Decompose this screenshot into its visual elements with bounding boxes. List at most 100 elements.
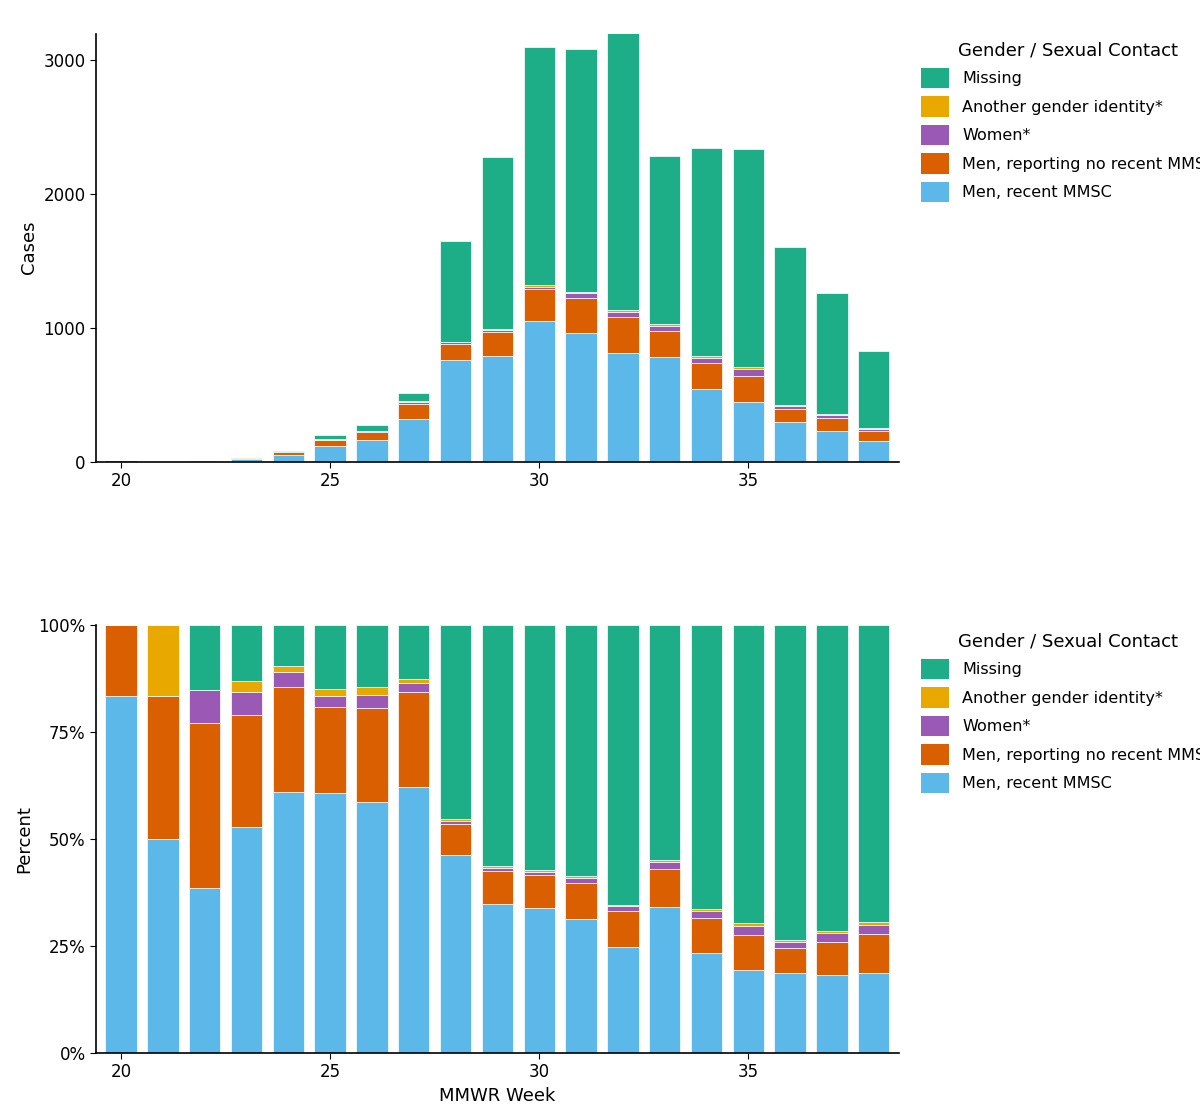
Bar <box>649 862 680 869</box>
Bar <box>356 432 388 440</box>
Bar <box>565 920 596 1053</box>
Bar <box>858 429 889 431</box>
Bar <box>732 375 764 402</box>
Bar <box>565 298 596 334</box>
Bar <box>816 974 847 1053</box>
Bar <box>774 407 805 409</box>
Bar <box>607 317 638 354</box>
Bar <box>481 328 514 330</box>
Bar <box>398 683 430 692</box>
Bar <box>272 688 304 792</box>
Bar <box>190 690 221 724</box>
Bar <box>691 953 722 1053</box>
Bar <box>649 625 680 860</box>
Bar <box>565 49 596 291</box>
Bar <box>272 666 304 672</box>
Legend: Missing, Another gender identity*, Women*, Men, reporting no recent MMSC, Men, r: Missing, Another gender identity*, Women… <box>920 41 1200 202</box>
Bar <box>523 870 554 872</box>
Bar <box>607 354 638 461</box>
Bar <box>314 793 346 1053</box>
Bar <box>774 246 805 405</box>
Bar <box>398 625 430 679</box>
Bar <box>732 926 764 935</box>
Bar <box>148 696 179 839</box>
Bar <box>607 948 638 1053</box>
Bar <box>481 157 514 328</box>
Bar <box>774 942 805 948</box>
Bar <box>440 625 472 820</box>
Bar <box>774 625 805 940</box>
Bar <box>732 370 764 375</box>
Bar <box>649 330 680 357</box>
Bar <box>481 868 514 870</box>
Bar <box>106 460 137 461</box>
Bar <box>565 625 596 876</box>
Bar <box>440 361 472 461</box>
Bar <box>398 692 430 787</box>
Bar <box>523 625 554 870</box>
Bar <box>314 436 346 439</box>
Bar <box>816 625 847 931</box>
Bar <box>272 452 304 455</box>
Legend: Missing, Another gender identity*, Women*, Men, reporting no recent MMSC, Men, r: Missing, Another gender identity*, Women… <box>920 633 1200 793</box>
Bar <box>565 293 596 298</box>
Bar <box>314 625 346 690</box>
Bar <box>356 625 388 688</box>
Bar <box>607 310 638 311</box>
Bar <box>858 934 889 972</box>
Y-axis label: Percent: Percent <box>14 805 32 872</box>
Bar <box>607 311 638 317</box>
Bar <box>398 679 430 683</box>
Bar <box>481 866 514 868</box>
Bar <box>398 419 430 461</box>
Bar <box>230 692 263 715</box>
Bar <box>774 409 805 422</box>
Bar <box>314 696 346 707</box>
Bar <box>356 440 388 461</box>
Bar <box>732 367 764 370</box>
Bar <box>858 441 889 461</box>
Bar <box>649 906 680 1053</box>
Bar <box>481 332 514 356</box>
Bar <box>481 330 514 332</box>
Bar <box>691 911 722 917</box>
Bar <box>649 357 680 461</box>
Bar <box>774 940 805 942</box>
Bar <box>565 334 596 461</box>
Bar <box>398 393 430 401</box>
Bar <box>106 696 137 1053</box>
Bar <box>440 856 472 1053</box>
Bar <box>230 828 263 1053</box>
Bar <box>649 860 680 862</box>
Bar <box>523 287 554 289</box>
Y-axis label: Cases: Cases <box>20 221 38 274</box>
Bar <box>481 356 514 461</box>
Bar <box>732 625 764 923</box>
Bar <box>523 321 554 461</box>
Bar <box>272 792 304 1053</box>
Bar <box>523 289 554 321</box>
Bar <box>356 696 388 708</box>
Bar <box>858 925 889 934</box>
Bar <box>148 839 179 1053</box>
Bar <box>691 908 722 911</box>
Bar <box>816 933 847 942</box>
Bar <box>230 458 263 459</box>
Bar <box>816 419 847 431</box>
Bar <box>272 625 304 666</box>
Bar <box>691 363 722 389</box>
Bar <box>314 707 346 793</box>
Bar <box>523 875 554 907</box>
Bar <box>440 821 472 824</box>
Bar <box>774 422 805 461</box>
Bar <box>230 625 263 681</box>
Bar <box>356 802 388 1053</box>
Bar <box>691 357 722 363</box>
Bar <box>440 241 472 342</box>
Bar <box>858 431 889 441</box>
Bar <box>523 47 554 286</box>
Bar <box>649 326 680 330</box>
Bar <box>230 715 263 828</box>
Bar <box>816 942 847 974</box>
Bar <box>440 344 472 361</box>
